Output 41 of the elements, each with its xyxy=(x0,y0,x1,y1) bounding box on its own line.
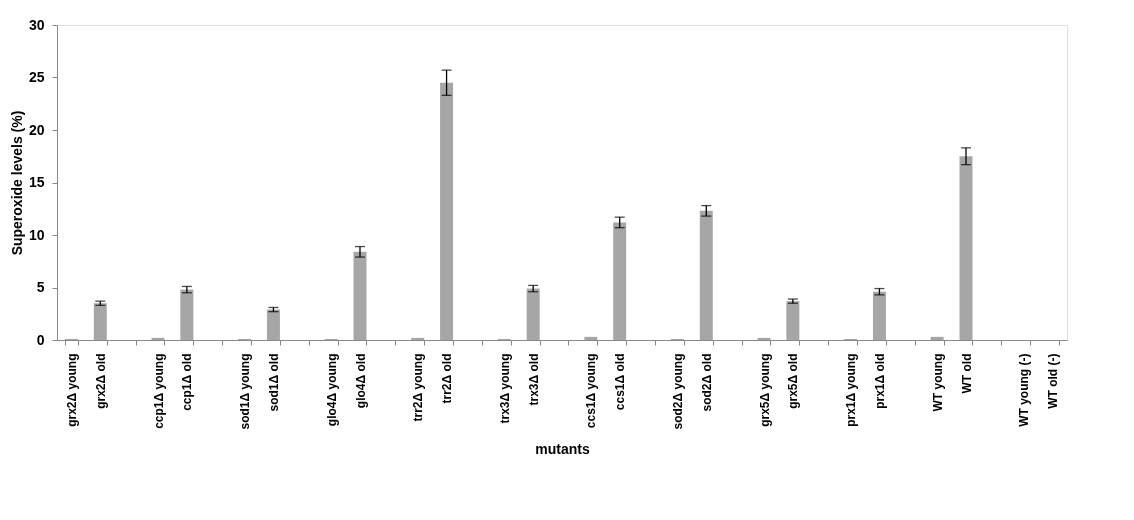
x-tick-label: trx3Δ old xyxy=(526,353,541,406)
x-tick-label: glo4Δ young xyxy=(324,353,339,427)
x-tick-label: WT old xyxy=(959,353,974,394)
x-tick-label: trx3Δ young xyxy=(497,353,512,424)
x-tick-label: trr2Δ old xyxy=(440,353,455,404)
y-tick-label: 5 xyxy=(36,279,45,295)
x-tick-label: WT old (-) xyxy=(1046,353,1061,409)
x-tick-label: grx5Δ young xyxy=(757,353,772,427)
x-tick-label: grx2Δ young xyxy=(64,353,79,427)
x-tick-label: sod2Δ old xyxy=(699,353,714,412)
bar xyxy=(699,210,713,340)
x-tick-label: glo4Δ old xyxy=(353,353,368,409)
x-tick-label: ccp1Δ young xyxy=(151,353,166,429)
bar xyxy=(613,222,627,340)
x-axis-title: mutants xyxy=(535,441,590,458)
x-tick-label: WT young (-) xyxy=(1017,353,1032,427)
x-tick-label: WT young xyxy=(930,353,945,412)
x-tick-label: grx5Δ old xyxy=(786,353,801,409)
y-tick-label: 25 xyxy=(28,69,45,85)
x-tick-label: ccs1Δ old xyxy=(613,353,628,411)
x-tick-label: ccp1Δ old xyxy=(180,353,195,411)
y-tick-label: 0 xyxy=(36,331,45,348)
x-tick-label: sod1Δ young xyxy=(238,353,253,430)
x-tick-label: grx2Δ old xyxy=(93,353,108,409)
x-tick-label: trr2Δ young xyxy=(411,353,426,422)
bar xyxy=(440,82,454,340)
x-tick-label: sod1Δ old xyxy=(266,353,281,412)
y-axis-title: Superoxide levels (%) xyxy=(8,110,25,256)
bar xyxy=(353,251,367,340)
bar xyxy=(584,336,598,340)
bar xyxy=(930,336,944,340)
bar xyxy=(411,337,425,340)
y-tick-label: 10 xyxy=(28,226,45,243)
x-tick-label: sod2Δ young xyxy=(670,353,685,430)
x-tick-label: ccs1Δ young xyxy=(584,353,599,429)
bar xyxy=(959,156,973,340)
x-tick-label: prx1Δ old xyxy=(872,353,887,409)
x-tick-label: prx1Δ young xyxy=(844,353,859,427)
y-tick-label: 30 xyxy=(28,16,45,33)
y-tick-label: 15 xyxy=(28,174,45,190)
y-tick-label: 20 xyxy=(28,121,45,138)
